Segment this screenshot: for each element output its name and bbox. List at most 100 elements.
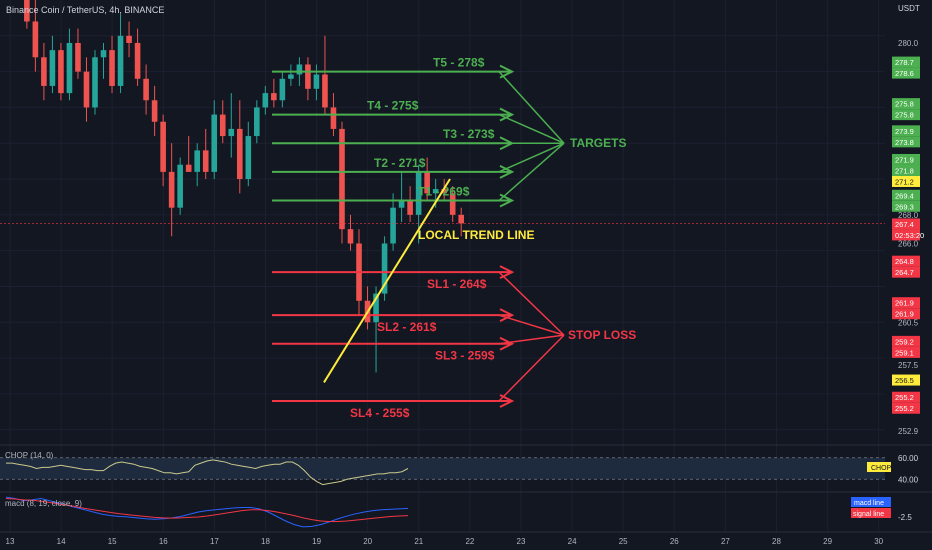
candle-body [66, 42, 73, 94]
time-label: 27 [721, 537, 730, 546]
stop-line-head [499, 336, 515, 351]
time-label: 15 [108, 537, 117, 546]
price-label-background [892, 125, 920, 137]
stop-connector [498, 334, 565, 345]
signal-legend-label: signal line [853, 511, 884, 518]
time-label: 13 [6, 537, 15, 546]
candle-body [296, 64, 303, 75]
candle-body [449, 193, 456, 215]
price-label-background [892, 67, 920, 79]
price-axis[interactable]: USDT 280.0278.0275.8273.8271.8269.3268.0… [885, 0, 932, 550]
price-label: 264.7 [895, 268, 914, 277]
time-label: 19 [312, 537, 321, 546]
stop-connector [498, 334, 565, 402]
time-label: 14 [57, 537, 66, 546]
price-label: 273.9 [895, 127, 914, 136]
time-label: 22 [465, 537, 474, 546]
candle-body [143, 78, 149, 101]
time-label: 17 [210, 537, 219, 546]
stop-line-head [499, 308, 515, 322]
price-label-background [892, 153, 920, 165]
macd-tick: -2.5 [898, 513, 912, 522]
chop-band [0, 457, 885, 480]
trend-line[interactable] [323, 178, 451, 383]
price-label: 271.9 [895, 155, 914, 164]
time-label: 25 [619, 537, 628, 546]
price-label-background [892, 402, 920, 414]
stop-label: SL1 - 264$ [427, 277, 487, 291]
time-axis[interactable]: 13 14 15 16 17 18 19 20 21 22 23 24 25 26 27 28 29 30 [0, 531, 932, 546]
candle-body [202, 150, 209, 172]
stop-label: SL3 - 259$ [435, 349, 495, 363]
candle-body [262, 93, 269, 108]
candle-body [271, 93, 277, 101]
price-label: 261.9 [895, 299, 914, 308]
chop-pane[interactable]: CHOP (14, 0) 60.00 40.00 CHOP [0, 444, 932, 486]
time-label: 30 [874, 537, 883, 546]
price-label: 256.5 [895, 376, 914, 385]
price-label-background [892, 164, 920, 176]
chop-title[interactable]: CHOP (14, 0) [5, 451, 54, 460]
price-tick: 252.9 [898, 427, 919, 436]
candle-body [24, 0, 30, 22]
targets-label: TARGETS [570, 136, 626, 150]
candle-body [194, 150, 200, 172]
candle-body [432, 189, 439, 194]
price-label-background [892, 98, 920, 110]
candle-body [219, 114, 226, 137]
price-label-background [892, 255, 920, 267]
macd-line [5, 496, 409, 528]
candle-body [288, 74, 294, 79]
candle-body [100, 50, 107, 58]
trend-line-label: LOCAL TREND LINE [418, 228, 534, 242]
candle-body [109, 50, 115, 86]
candle-body [185, 164, 192, 172]
macd-title[interactable]: macd (8, 19, close, 9) [5, 499, 82, 508]
price-label: 255.2 [895, 404, 914, 413]
price-label: 02:53:20 [895, 231, 924, 240]
stop-loss-label: STOP LOSS [568, 328, 636, 342]
candle-body [254, 107, 260, 137]
candle-body [177, 164, 183, 208]
macd-legend-label: macd line [854, 500, 884, 507]
time-labels: 13 14 15 16 17 18 19 20 21 22 23 24 25 26 27 28 29 30 [6, 537, 884, 546]
candle-body [390, 207, 396, 244]
price-label: 269.4 [895, 191, 914, 200]
price-label-background [892, 308, 920, 320]
chop-tick-40: 40.00 [898, 475, 919, 484]
candle-body [424, 171, 430, 194]
price-tick: 266.0 [898, 239, 919, 248]
time-label: 16 [159, 537, 168, 546]
price-label: 275.8 [895, 100, 914, 109]
price-label: 269.3 [895, 202, 914, 211]
price-label: 273.8 [895, 138, 914, 147]
time-label: 28 [772, 537, 781, 546]
candle-body [330, 107, 337, 129]
price-label: 278.7 [895, 58, 914, 67]
time-label: 24 [568, 537, 577, 546]
price-label-background [892, 56, 920, 68]
target-label: T3 - 273$ [443, 127, 495, 141]
candle-body [458, 214, 465, 224]
candle-body [398, 200, 405, 208]
price-label-background [892, 346, 920, 358]
symbol-title[interactable]: Binance Coin / TetherUS, 4h, BINANCE [6, 5, 164, 15]
macd-legend-background [851, 497, 891, 507]
chop-badge-background [867, 462, 891, 472]
price-label: 278.6 [895, 69, 914, 78]
candle-body [347, 229, 354, 244]
candle-body [160, 121, 166, 172]
price-label-background [892, 136, 920, 148]
candle-body [92, 57, 98, 108]
candle-body [407, 200, 413, 215]
stop-connector [498, 271, 565, 336]
chop-badge: CHOP [871, 465, 892, 472]
macd-pane[interactable]: macd (8, 19, close, 9) -2.5 macd line si… [0, 491, 932, 528]
stop-label: SL4 - 255$ [350, 406, 410, 420]
candle-body [126, 35, 132, 43]
annotations: T5 - 278$ T4 - 275$ T3 - 273$ T2 - 271$ T1 -… [272, 56, 636, 420]
chop-tick-60: 60.00 [898, 454, 919, 463]
target-label: T1 - 269$ [418, 185, 470, 199]
price-label-background [892, 189, 920, 201]
